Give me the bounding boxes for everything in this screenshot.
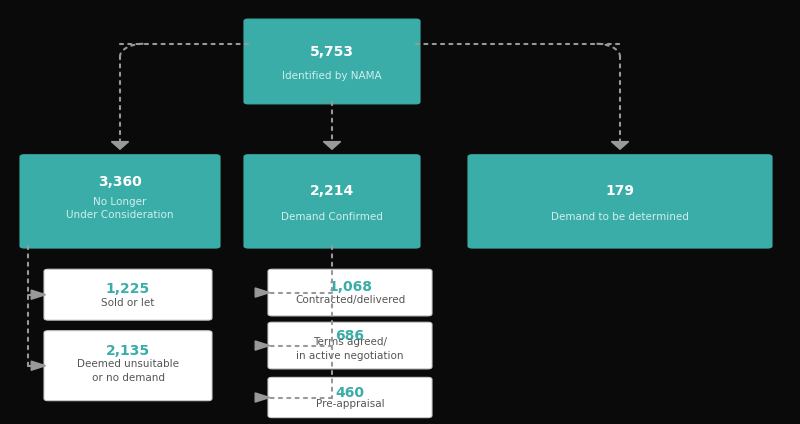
FancyBboxPatch shape <box>244 19 420 104</box>
FancyBboxPatch shape <box>468 155 772 248</box>
FancyBboxPatch shape <box>244 155 420 248</box>
FancyBboxPatch shape <box>268 322 432 369</box>
Polygon shape <box>31 290 46 299</box>
Text: Contracted/delivered: Contracted/delivered <box>295 295 405 305</box>
Text: 5,753: 5,753 <box>310 45 354 59</box>
Polygon shape <box>31 361 46 370</box>
Text: 179: 179 <box>606 184 634 198</box>
Polygon shape <box>255 288 270 297</box>
Text: Deemed unsuitable
or no demand: Deemed unsuitable or no demand <box>77 360 179 382</box>
Text: Terms agreed/
in active negotiation: Terms agreed/ in active negotiation <box>296 338 404 360</box>
Text: Demand to be determined: Demand to be determined <box>551 212 689 223</box>
Text: 460: 460 <box>335 386 365 400</box>
Text: 3,360: 3,360 <box>98 175 142 189</box>
Text: 2,135: 2,135 <box>106 344 150 358</box>
Text: 1,225: 1,225 <box>106 282 150 296</box>
Text: Sold or let: Sold or let <box>102 298 154 308</box>
Text: Identified by NAMA: Identified by NAMA <box>282 71 382 81</box>
FancyBboxPatch shape <box>44 331 212 401</box>
Text: Pre-appraisal: Pre-appraisal <box>316 399 384 409</box>
Text: 1,068: 1,068 <box>328 280 372 295</box>
Text: 2,214: 2,214 <box>310 184 354 198</box>
Polygon shape <box>255 341 270 350</box>
Text: No Longer
Under Consideration: No Longer Under Consideration <box>66 197 174 220</box>
FancyBboxPatch shape <box>268 269 432 316</box>
Text: Demand Confirmed: Demand Confirmed <box>281 212 383 223</box>
FancyBboxPatch shape <box>44 269 212 320</box>
FancyBboxPatch shape <box>268 377 432 418</box>
Polygon shape <box>255 393 270 402</box>
Polygon shape <box>111 142 129 149</box>
Text: 686: 686 <box>335 329 365 343</box>
Polygon shape <box>611 142 629 149</box>
FancyBboxPatch shape <box>20 155 220 248</box>
Polygon shape <box>323 142 341 149</box>
